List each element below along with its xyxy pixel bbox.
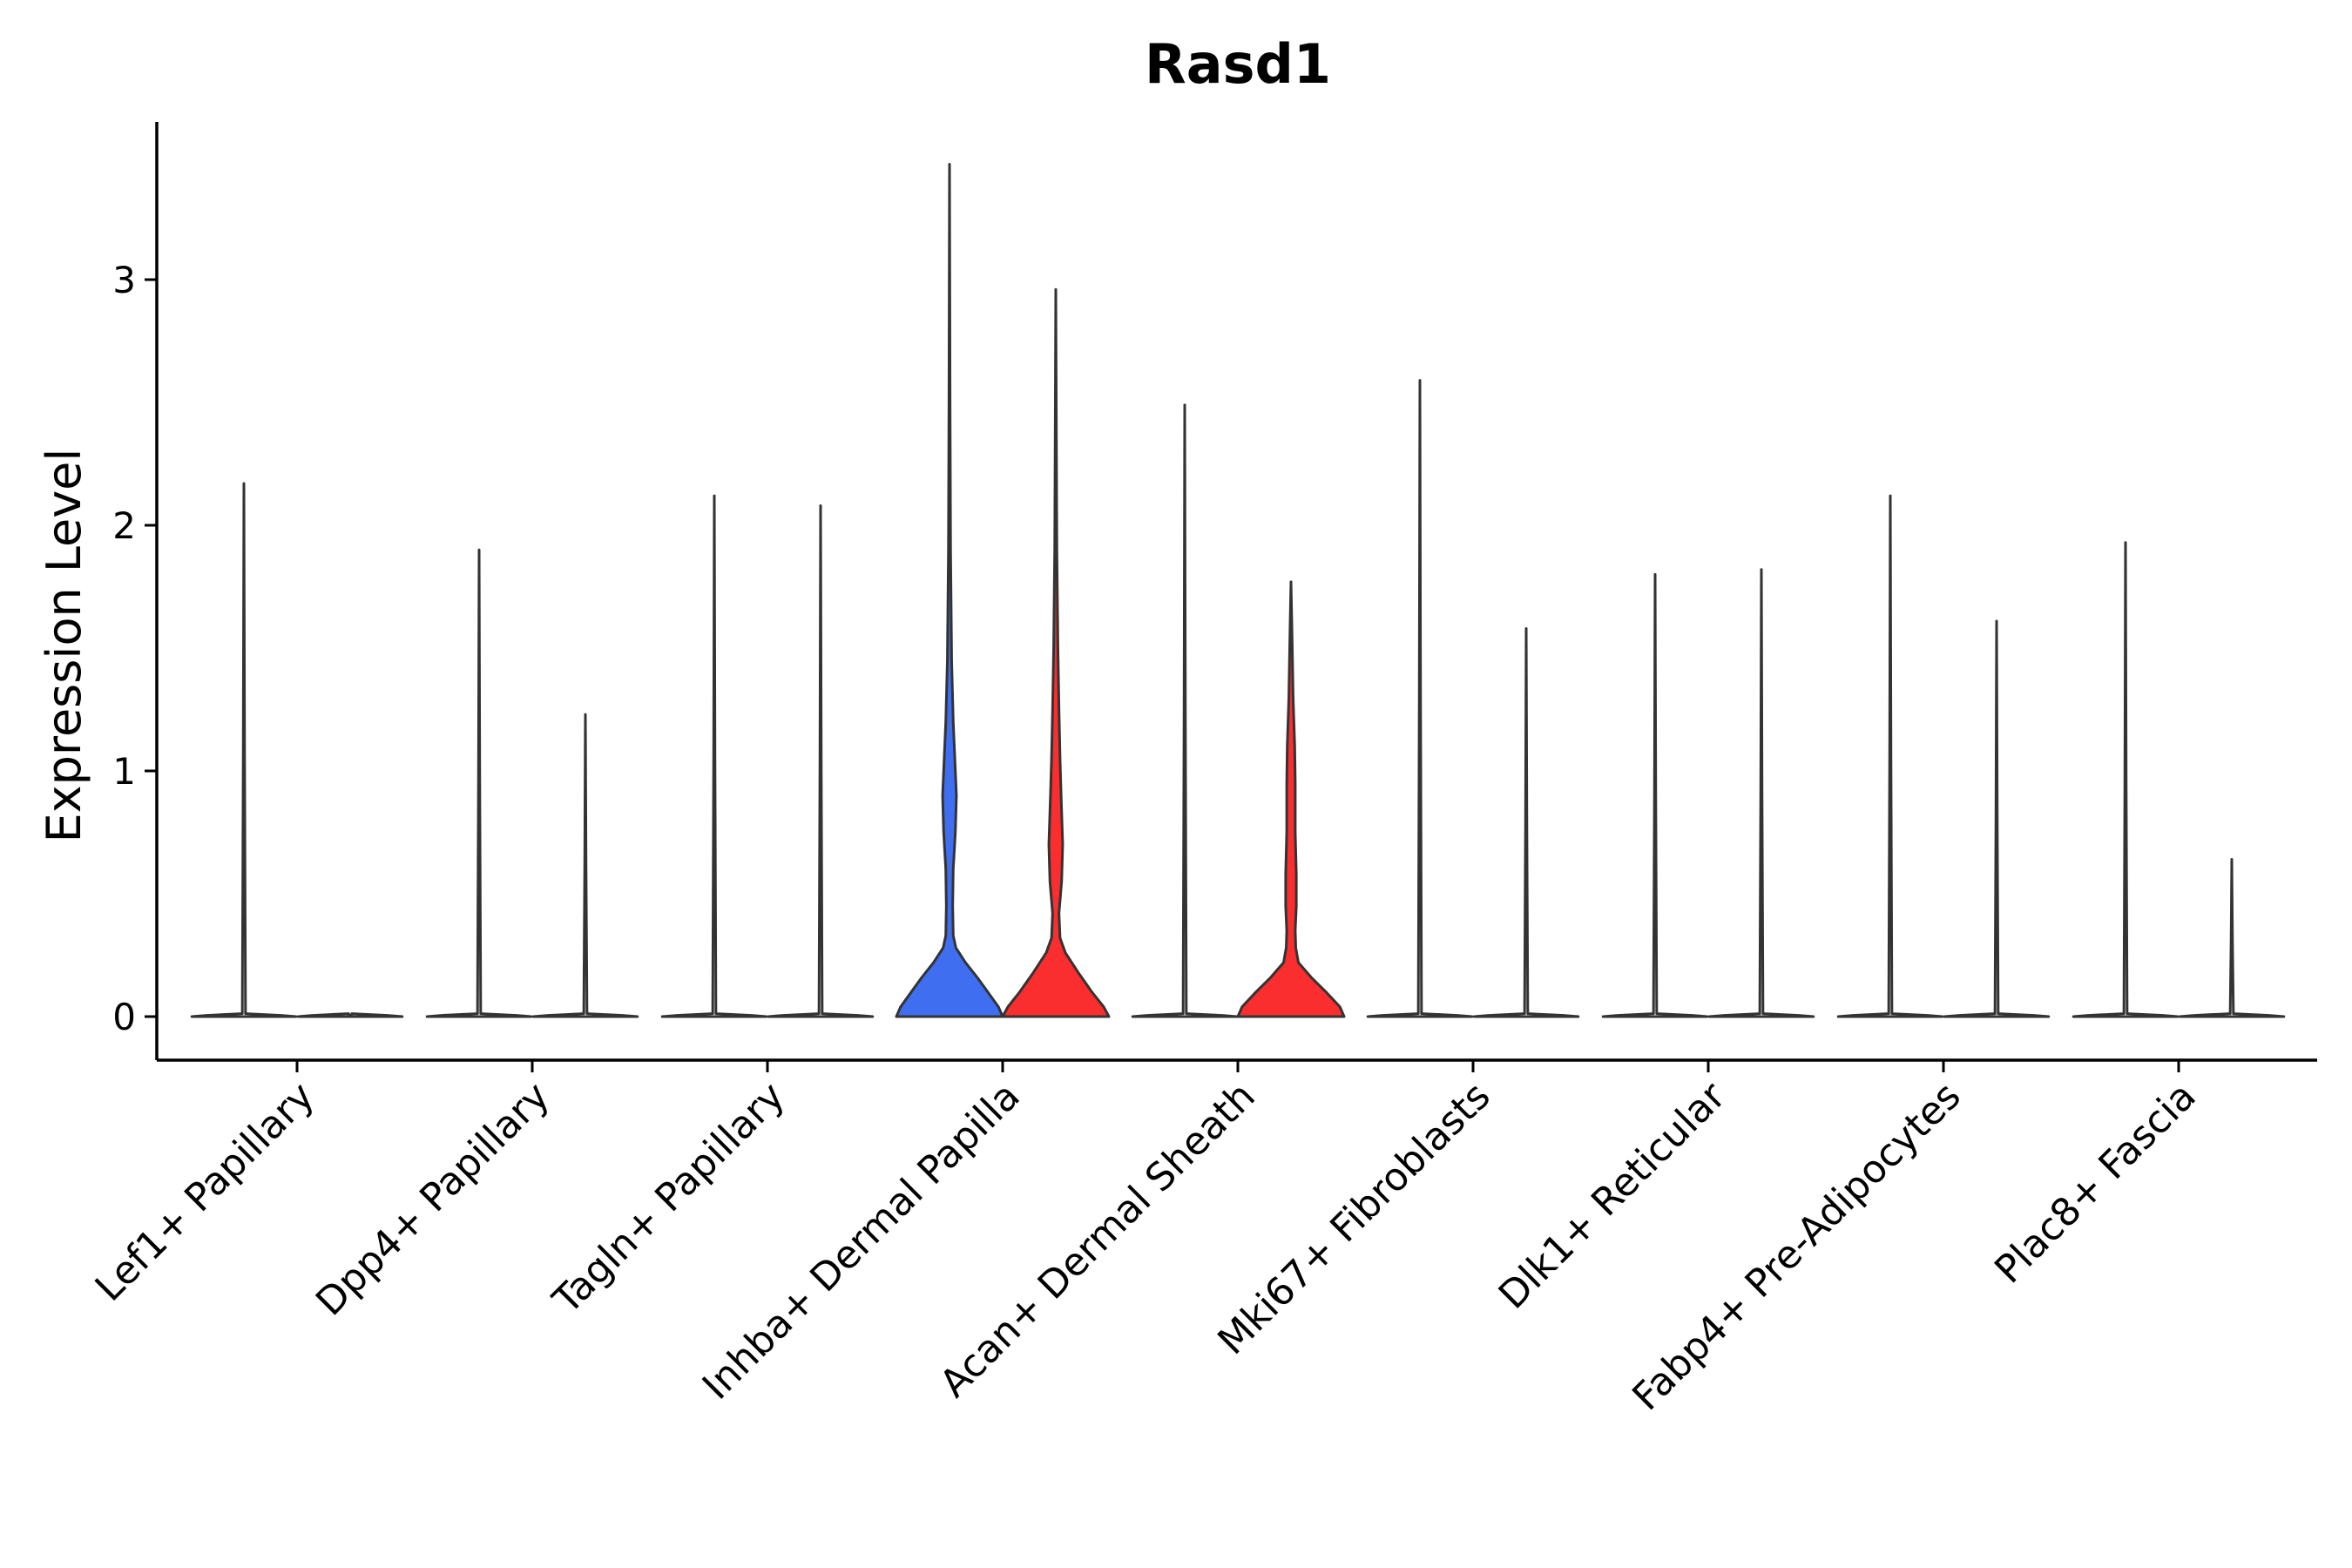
violin-0-left: [190, 482, 298, 1018]
violin-7-left: [1836, 494, 1944, 1018]
violin-0-right: [296, 1012, 404, 1018]
chart-title: Rasd1: [1145, 32, 1331, 96]
y-tick-label: 0: [112, 996, 136, 1038]
y-tick-label: 1: [112, 750, 136, 793]
violin-2-left: [660, 494, 768, 1018]
violin-1-right: [531, 713, 639, 1018]
x-tick-label: Tagln+ Papillary: [544, 1074, 794, 1323]
x-tick-label: Dlk1+ Reticular: [1490, 1073, 1735, 1318]
x-tick-label: Plac8+ Fascia: [1986, 1074, 2205, 1293]
violin-1-left: [425, 548, 533, 1018]
violin-7-right: [1943, 619, 2051, 1018]
violin-5-left: [1366, 379, 1474, 1018]
y-axis-label: Expression Level: [37, 449, 91, 843]
x-tick-label: Lef1+ Papillary: [87, 1074, 323, 1310]
y-axis-ticks: 0 1 2 3: [112, 259, 157, 1038]
violin-6-right: [1707, 568, 1815, 1018]
violin-8-left: [2072, 541, 2180, 1018]
violin-3-left: [895, 162, 1004, 1018]
x-tick-label: Dpp4+ Papillary: [308, 1074, 558, 1325]
violin-2-right: [767, 504, 875, 1018]
x-tick-label: Mki67+ Fibroblasts: [1209, 1074, 1498, 1363]
violin-6-left: [1601, 572, 1709, 1018]
y-tick-label: 3: [112, 259, 136, 301]
violin-layer: [190, 162, 2286, 1018]
violin-8-right: [2178, 858, 2286, 1018]
violin-5-right: [1472, 626, 1580, 1018]
violin-4-right: [1236, 580, 1346, 1018]
y-tick-label: 2: [112, 504, 136, 547]
violin-4-left: [1131, 403, 1239, 1018]
violin-3-right: [1001, 287, 1111, 1018]
